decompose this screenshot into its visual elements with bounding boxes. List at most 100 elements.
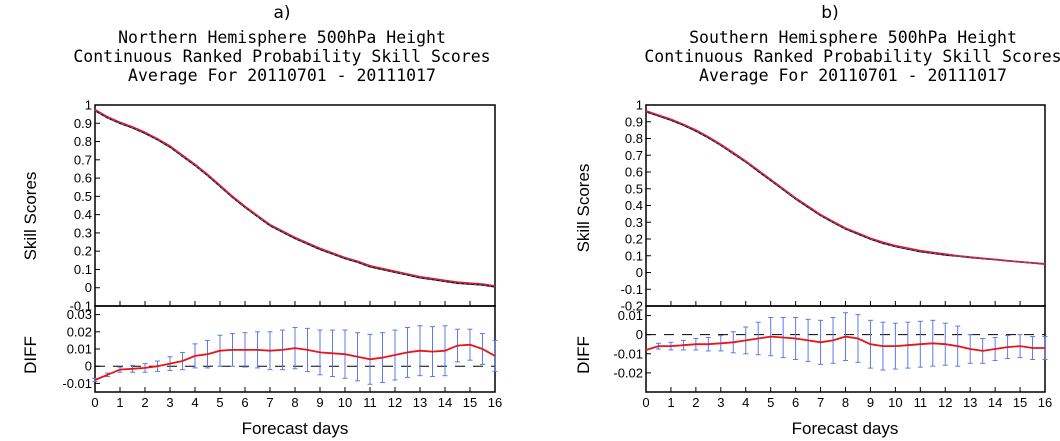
panel-a-x-tick-label: 7 — [266, 395, 273, 410]
panel-b-title-line-3: Average For 20110701 - 20111017 — [699, 66, 1007, 85]
panel-a-x-tick-label: 4 — [191, 395, 198, 410]
panel-a-top-plot-frame — [94, 104, 496, 307]
panel-a-x-tick-label: 8 — [291, 395, 298, 410]
panel-a-y-axis-label: Skill Scores — [21, 172, 40, 261]
panel-a-x-tick-label: 9 — [316, 395, 323, 410]
panel-a-bottom-y-tick-label: 0 — [85, 359, 92, 374]
panel-b-y-axis-label: Skill Scores — [574, 164, 593, 253]
panel-b-x-tick-label: 7 — [817, 395, 824, 410]
panel-b: b) Southern Hemisphere 500hPa Height Con… — [574, 3, 1060, 438]
panel-b-x-tick-label: 14 — [988, 395, 1002, 410]
panel-b-top-y-tick-label: 0.1 — [625, 248, 643, 263]
panel-b-x-tick-label: 5 — [767, 395, 774, 410]
panel-b-bottom-y-tick-label: -0.02 — [613, 365, 643, 380]
panel-a-x-tick-label: 6 — [241, 395, 248, 410]
panel-a-x-tick-label: 5 — [216, 395, 223, 410]
panel-b-top-y-tick-label: 0.9 — [625, 114, 643, 129]
panel-a-x-axis-label: Forecast days — [242, 419, 349, 438]
panel-b-label: b) — [821, 3, 838, 23]
panel-a-x-tick-label: 15 — [463, 395, 477, 410]
panel-b-top-y-tick-label: -0.2 — [621, 299, 643, 314]
panel-a-title-line-2: Continuous Ranked Probability Skill Scor… — [73, 47, 490, 66]
panel-a-top-y-tick-label: 0.4 — [74, 207, 92, 222]
panel-a-top-series — [94, 108, 496, 288]
panel-b-x-axis-label: Forecast days — [792, 419, 899, 438]
panel-b-x-tick-label: 11 — [914, 395, 928, 410]
panel-b-bottom-y-tick-label: 0.01 — [618, 308, 643, 323]
panel-b-x-tick-label: 15 — [1013, 395, 1027, 410]
panel-b-top-y-tick-label: 0.5 — [625, 181, 643, 196]
panel-a-bottom-y-ticks: 0.03 0.02 0.01 0 -0.01 — [62, 307, 100, 391]
panel-a-x-tick-label: 2 — [141, 395, 148, 410]
panel-a: a) Northern Hemisphere 500hPa Height Con… — [21, 3, 502, 438]
panel-a-top-y-tick-label: 0.2 — [74, 244, 92, 259]
panel-a-top-y-tick-label: 0.5 — [74, 189, 92, 204]
panel-b-bottom-y-tick-label: 0 — [636, 327, 643, 342]
panel-b-x-tick-label: 3 — [717, 395, 724, 410]
panel-b-top-y-tick-label: 0 — [636, 265, 643, 280]
panel-a-bottom-y-tick-label: 0.01 — [67, 342, 92, 357]
panel-b-top-y-tick-label: 0.3 — [625, 215, 643, 230]
panel-a-x-tick-label: 10 — [338, 395, 352, 410]
panel-b-x-tick-label: 6 — [792, 395, 799, 410]
panel-a-x-tick-label: 11 — [363, 395, 377, 410]
panel-a-diff-series — [92, 325, 498, 385]
panel-b-x-ticks: 0 1 2 3 4 5 6 7 8 9 10 11 12 13 14 15 16 — [642, 301, 1052, 410]
panel-a-top-y-tick-label: 1 — [85, 98, 92, 113]
panel-a-series-line-red — [94, 108, 496, 287]
panel-b-title-line-2: Continuous Ranked Probability Skill Scor… — [644, 47, 1060, 66]
panel-a-title-line-1: Northern Hemisphere 500hPa Height — [118, 28, 446, 47]
panel-a-bottom-y-tick-label: 0.03 — [67, 307, 92, 322]
panel-a-x-tick-label: 16 — [488, 395, 502, 410]
panel-b-diff-series — [645, 312, 1048, 371]
panel-a-top-y-tick-label: 0.9 — [74, 116, 92, 131]
panel-b-top-y-tick-label: 1 — [636, 98, 643, 113]
panel-b-x-tick-label: 13 — [963, 395, 977, 410]
panel-b-series-line-blue — [645, 111, 1046, 265]
panel-b-x-tick-label: 4 — [742, 395, 749, 410]
panel-a-top-y-tick-label: 0.3 — [74, 225, 92, 240]
panel-b-top-y-tick-label: 0.2 — [625, 232, 643, 247]
panel-b-diff-line — [645, 335, 1045, 352]
panel-b-top-y-ticks: 10.9 0.8 0.7 0.60.5 0.4 0.3 0.20.1 0 -0.1 -0.2 — [621, 98, 651, 314]
panel-a-x-tick-label: 3 — [166, 395, 173, 410]
panel-b-bottom-y-tick-label: -0.01 — [613, 346, 643, 361]
panel-a-top-y-tick-label: -0.1 — [70, 299, 92, 314]
panel-b-top-y-tick-label: -0.1 — [621, 282, 643, 297]
panel-b-series-line-red — [645, 110, 1046, 265]
panel-b-x-tick-label: 9 — [867, 395, 874, 410]
panel-a-bottom-y-tick-label: 0.02 — [67, 324, 92, 339]
panel-a-top-y-ticks: 1 0.9 0.8 0.7 0.6 0.5 0.4 0.3 0.2 0.1 0 -0.1 — [70, 98, 100, 314]
panel-b-x-tick-label: 1 — [667, 395, 674, 410]
panel-a-label: a) — [273, 3, 290, 23]
panel-a-top-y-tick-label: 0 — [85, 280, 92, 295]
panel-a-x-tick-label: 0 — [91, 395, 98, 410]
panel-a-diff-axis-label: DIFF — [21, 336, 40, 374]
panel-b-series-line-black — [645, 110, 1046, 265]
panel-b-x-tick-label: 12 — [938, 395, 952, 410]
panel-b-x-tick-label: 0 — [642, 395, 649, 410]
panel-a-diff-line — [94, 343, 496, 381]
panel-a-bottom-y-tick-label: -0.01 — [62, 376, 92, 391]
panel-a-x-tick-label: 14 — [438, 395, 452, 410]
panel-b-title-line-1: Southern Hemisphere 500hPa Height — [689, 28, 1017, 47]
panel-a-top-y-tick-label: 0.1 — [74, 262, 92, 277]
panel-b-top-y-tick-label: 0.6 — [625, 165, 643, 180]
panel-b-top-y-tick-label: 0.8 — [625, 131, 643, 146]
panel-b-x-tick-label: 8 — [842, 395, 849, 410]
panel-b-top-y-tick-label: 0.7 — [625, 148, 643, 163]
panel-a-x-ticks: 0 1 2 3 4 5 6 7 8 9 10 11 12 13 14 15 16 — [91, 301, 502, 410]
panel-b-x-tick-label: 10 — [888, 395, 902, 410]
panel-a-title-line-3: Average For 20110701 - 20111017 — [128, 66, 436, 85]
panel-a-top-y-tick-label: 0.6 — [74, 171, 92, 186]
panel-a-x-tick-label: 12 — [388, 395, 402, 410]
panel-b-bottom-y-ticks: 0.01 0 -0.01 -0.02 — [613, 308, 651, 380]
panel-b-x-tick-label: 2 — [692, 395, 699, 410]
panel-a-top-y-tick-label: 0.8 — [74, 134, 92, 149]
panel-b-x-tick-label: 16 — [1038, 395, 1052, 410]
panel-b-top-y-tick-label: 0.4 — [625, 198, 643, 213]
panel-b-top-series — [645, 110, 1046, 265]
panel-a-x-tick-label: 13 — [413, 395, 427, 410]
panel-a-x-tick-label: 1 — [116, 395, 123, 410]
